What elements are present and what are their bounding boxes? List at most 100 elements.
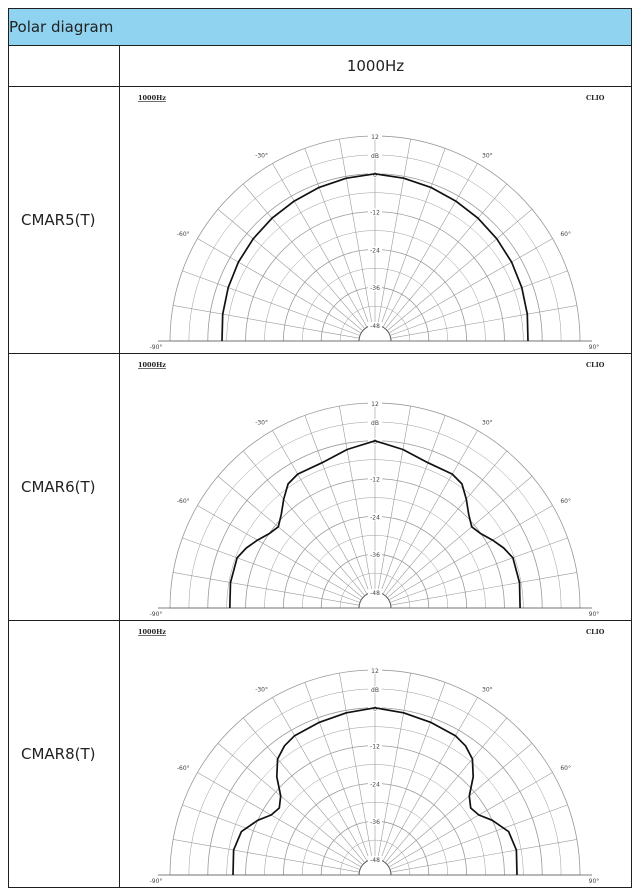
r-tick-bg [368,246,382,254]
grid-spoke [182,270,361,336]
r-tick-label: -36 [370,552,380,559]
r-tick-bg [368,780,382,788]
r-tick-label: -24 [370,781,380,788]
angle-tick-label: 90° [589,344,600,351]
grid-spoke [382,430,478,595]
response-curve [232,706,518,876]
polar-grid [169,135,581,342]
model-name: CMAR6(T) [8,353,120,621]
r-tick-bg [368,856,382,863]
polar-cell: 1000Hz CLIO 12 0 -12 -24 -36 -48 dB -90° -60° -30° 3… [118,353,633,621]
grid-spoke [339,673,373,860]
angle-tick-label: -90° [150,611,163,618]
grid-spoke [380,148,446,327]
polar-cell: 1000Hz CLIO 12 0 -12 -24 -36 -48 dB -90° -60° -30° 3… [118,86,633,354]
r-tick-bg [368,818,382,826]
r-tick-label: 12 [371,134,379,141]
response-curve [228,439,521,609]
polar-grid [169,402,581,609]
r-unit-label: dB [371,420,379,427]
r-tick-label: 0 [373,706,377,713]
grid-spoke [272,697,368,862]
angle-tick-label: 30° [482,153,493,160]
angle-tick-label: 60° [560,765,571,772]
grid-spoke [272,163,368,328]
grid-spoke [182,804,361,870]
angle-tick-label: -30° [255,153,268,160]
grid-spoke [390,305,577,339]
r-unit-label: dB [371,687,379,694]
r-tick-label: 12 [371,668,379,675]
unit-bg [368,151,382,159]
grid-spoke [217,475,363,598]
r-tick-label: -24 [370,247,380,254]
r-tick-bg [368,284,382,292]
angle-tick-label: -60° [177,231,190,238]
response-curve [221,172,529,342]
grid-spoke [197,505,362,601]
grid-spoke [242,183,365,329]
unit-bg [368,685,382,693]
grid-spoke [389,537,568,603]
grid-spoke [173,839,360,873]
grid-spoke [380,415,446,594]
angle-tick-label: -60° [177,498,190,505]
polar-diagram-table: Polar diagram 1000Hz CMAR5(T) 1000Hz CLIO… [7,8,633,888]
r-tick-bg [368,742,382,750]
grid-spoke [387,742,533,865]
grid-spoke [377,406,411,593]
grid-spoke [173,572,360,606]
grid-spoke [242,450,365,596]
r-tick-label: -12 [370,477,380,484]
polar-chart: 1000Hz CLIO 12 0 -12 -24 -36 -48 dB -90° -60° -30° 3… [138,628,605,885]
angle-tick-label: -90° [150,344,163,351]
grid-spoke [390,572,577,606]
grid-spoke [377,673,411,860]
angle-tick-label: -60° [177,765,190,772]
grid-spoke [388,505,553,601]
r-tick-label: -36 [370,285,380,292]
angle-tick-label: -30° [255,420,268,427]
polar-chart: 1000Hz CLIO 12 0 -12 -24 -36 -48 dB -90° -60° -30° 3… [138,361,605,618]
angle-tick-label: 90° [589,611,600,618]
r-tick-label: 0 [373,172,377,179]
r-tick-label: -12 [370,744,380,751]
r-tick-label: -48 [370,857,380,864]
grid-spoke [387,208,533,331]
angle-tick-label: 60° [560,498,571,505]
grid-spoke [197,772,362,868]
r-tick-label: 12 [371,401,379,408]
polar-diagram-sheet: Polar diagram 1000Hz CMAR5(T) 1000Hz CLIO… [7,8,633,888]
table-row: CMAR6(T) 1000Hz CLIO 12 0 -12 -24 -36 -48 dB -90°… [8,353,633,621]
polar-grid [169,669,581,876]
r-unit-label: dB [371,153,379,160]
r-tick-bg [368,589,382,596]
grid-spoke [385,717,508,863]
r-tick-label: -36 [370,819,380,826]
model-name: CMAR8(T) [8,620,120,888]
grid-spoke [182,537,361,603]
grid-spoke [382,163,478,328]
grid-spoke [387,475,533,598]
grid-spoke [304,415,370,594]
table-row: CMAR8(T) 1000Hz CLIO 12 0 -12 -24 -36 -48 dB -90°… [8,620,633,888]
grid-spoke [388,772,553,868]
frequency-corner-label: 1000Hz [138,628,166,636]
grid-spoke [339,139,373,326]
grid-spoke [390,839,577,873]
r-tick-label: -24 [370,514,380,521]
r-tick-bg [368,513,382,521]
grid-spoke [380,682,446,861]
grid-spoke [304,148,370,327]
grid-spoke [197,238,362,334]
polar-cell: 1000Hz CLIO 12 0 -12 -24 -36 -48 dB -90° -60° -30° 3… [118,620,633,888]
frequency-label: 1000Hz [118,45,633,87]
r-tick-label: 0 [373,439,377,446]
r-tick-label: -12 [370,210,380,217]
r-tick-bg [368,322,382,329]
r-tick-bg [368,667,382,674]
angle-tick-label: 90° [589,878,600,885]
grid-spoke [272,430,368,595]
angle-tick-label: 60° [560,231,571,238]
grid-spoke [173,305,360,339]
